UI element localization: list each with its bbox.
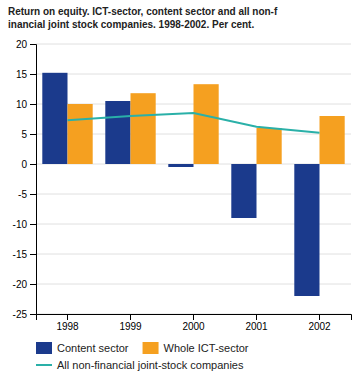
y-tick-mark bbox=[30, 194, 36, 195]
y-tick-mark bbox=[30, 284, 36, 285]
x-tick-mark bbox=[319, 314, 320, 320]
legend-label: Whole ICT-sector bbox=[164, 342, 249, 354]
legend-item: Whole ICT-sector bbox=[143, 342, 249, 354]
x-tick-label: 2001 bbox=[245, 321, 268, 332]
legend-label: Content sector bbox=[57, 342, 129, 354]
y-tick-label: 10 bbox=[16, 99, 28, 110]
x-tick: 2000 bbox=[182, 314, 205, 332]
y-tick-mark bbox=[30, 134, 36, 135]
y-tick-mark bbox=[30, 104, 36, 105]
x-tick-mark bbox=[67, 314, 68, 320]
y-tick: 5 bbox=[21, 129, 36, 140]
bar bbox=[105, 101, 130, 164]
y-tick-label: 15 bbox=[16, 69, 28, 80]
bar bbox=[42, 73, 67, 164]
bar bbox=[68, 104, 93, 164]
y-tick-label: -5 bbox=[18, 189, 27, 200]
y-tick: 0 bbox=[21, 159, 36, 170]
x-axis-line bbox=[37, 315, 352, 321]
y-tick: -15 bbox=[13, 249, 36, 260]
legend-item: Content sector bbox=[36, 342, 129, 354]
y-tick-label: -25 bbox=[13, 309, 28, 320]
y-tick-label: 5 bbox=[21, 129, 27, 140]
y-tick-label: -15 bbox=[13, 249, 28, 260]
grid-line bbox=[36, 44, 351, 45]
grid-line bbox=[36, 74, 351, 75]
marks bbox=[42, 73, 344, 296]
x-tick-label: 1999 bbox=[119, 321, 142, 332]
x-tick-label: 2000 bbox=[182, 321, 205, 332]
title-line: Return on equity. ICT-sector, content se… bbox=[8, 6, 278, 17]
chart: Return on equity. ICT-sector, content se… bbox=[0, 0, 361, 392]
y-tick: 15 bbox=[16, 69, 36, 80]
legend-swatch bbox=[143, 342, 159, 354]
x-tick-label: 2002 bbox=[308, 321, 331, 332]
x-tick-mark bbox=[193, 314, 194, 320]
y-tick-label: 0 bbox=[21, 159, 27, 170]
x-tick: 1999 bbox=[119, 314, 142, 332]
y-axis-line bbox=[30, 45, 37, 315]
x-tick: 1998 bbox=[56, 314, 79, 332]
legend-swatch bbox=[36, 342, 52, 354]
bar-series bbox=[68, 84, 345, 164]
y-tick-label: -20 bbox=[13, 279, 28, 290]
x-tick-mark bbox=[256, 314, 257, 320]
y-tick: -10 bbox=[13, 219, 36, 230]
y-tick: -5 bbox=[18, 189, 36, 200]
legend-swatch bbox=[36, 364, 52, 366]
bar bbox=[320, 116, 345, 164]
title-line: inancial joint stock companies. 1998-200… bbox=[8, 19, 254, 30]
y-tick-label: 20 bbox=[16, 39, 28, 50]
y-tick-label: -10 bbox=[13, 219, 28, 230]
y-tick-mark bbox=[30, 254, 36, 255]
x-axis: 1998 1999 2000 2001 2002 bbox=[37, 314, 352, 332]
bar bbox=[194, 84, 219, 164]
bar bbox=[257, 128, 282, 164]
plot: -25 -20 -15 -10 -5 0 5 10 15 20 1998 1999 2000 2001 20… bbox=[13, 39, 352, 332]
line bbox=[68, 113, 320, 133]
x-tick: 2001 bbox=[245, 314, 268, 332]
legend: Content sector Whole ICT-sector All non-fi… bbox=[36, 342, 249, 371]
bar bbox=[231, 164, 256, 218]
legend-item: All non-financial joint-stock companies bbox=[36, 359, 244, 371]
bar bbox=[294, 164, 319, 296]
x-tick-label: 1998 bbox=[56, 321, 79, 332]
x-tick: 2002 bbox=[308, 314, 331, 332]
y-tick-mark bbox=[30, 44, 36, 45]
y-tick: 10 bbox=[16, 99, 36, 110]
y-tick-mark bbox=[30, 74, 36, 75]
y-axis: -25 -20 -15 -10 -5 0 5 10 15 20 bbox=[13, 39, 37, 320]
legend-label: All non-financial joint-stock companies bbox=[57, 359, 244, 371]
y-tick-mark bbox=[30, 164, 36, 165]
bar-series bbox=[42, 73, 319, 296]
y-tick: -25 bbox=[13, 309, 36, 320]
bar bbox=[131, 93, 156, 164]
y-tick-mark bbox=[30, 314, 36, 315]
grid bbox=[36, 44, 351, 314]
y-tick: 20 bbox=[16, 39, 36, 50]
y-tick-mark bbox=[30, 224, 36, 225]
bar bbox=[168, 164, 193, 167]
x-tick-mark bbox=[130, 314, 131, 320]
title: Return on equity. ICT-sector, content se… bbox=[8, 6, 278, 30]
y-tick: -20 bbox=[13, 279, 36, 290]
